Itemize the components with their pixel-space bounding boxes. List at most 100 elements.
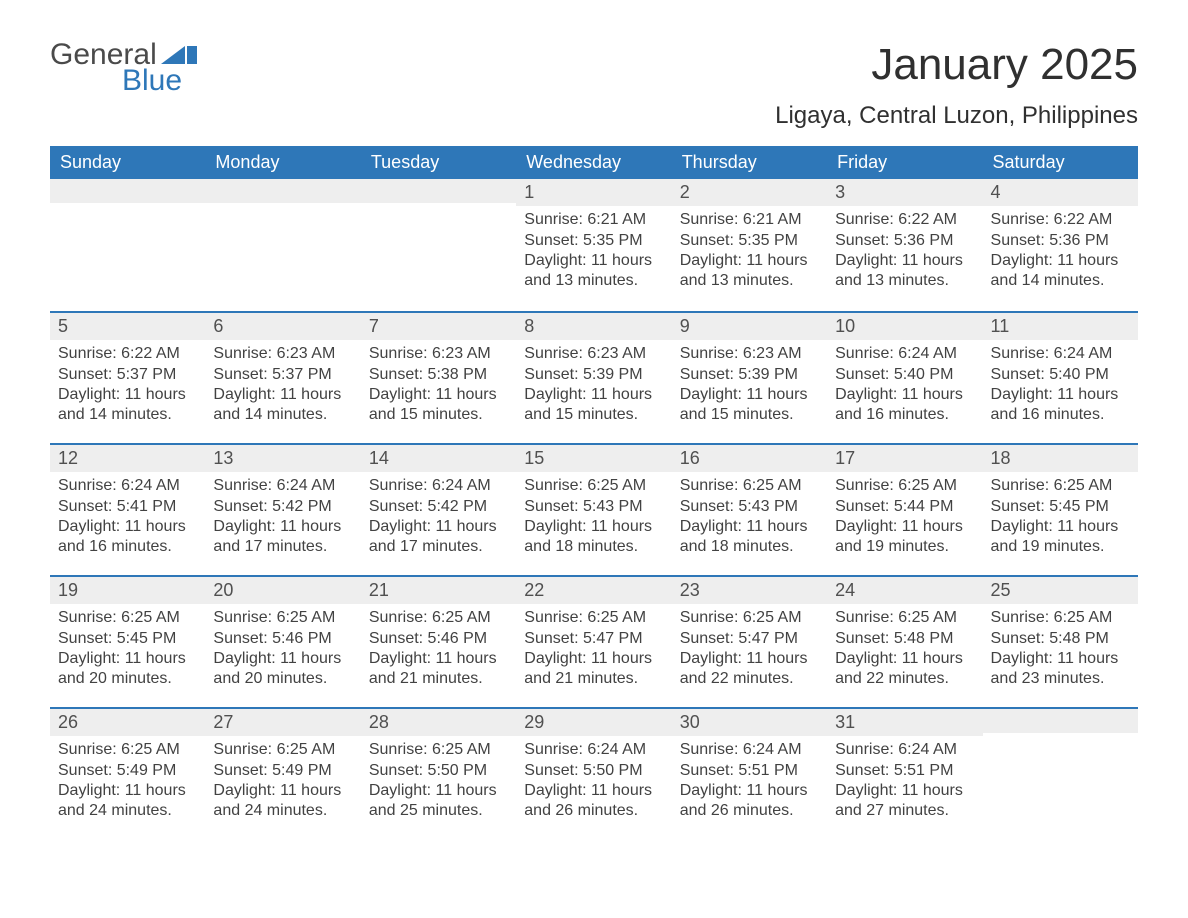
sunrise-line: Sunrise: 6:25 AM	[835, 608, 974, 628]
daylight-line: Daylight: 11 hours and 21 minutes.	[524, 649, 663, 690]
sunset-line: Sunset: 5:45 PM	[58, 629, 197, 649]
day-number	[983, 709, 1138, 733]
day-cell: 20Sunrise: 6:25 AMSunset: 5:46 PMDayligh…	[205, 577, 360, 707]
weekday-header-saturday: Saturday	[983, 146, 1138, 179]
sunset-line: Sunset: 5:48 PM	[835, 629, 974, 649]
day-details: Sunrise: 6:25 AMSunset: 5:43 PMDaylight:…	[520, 476, 667, 558]
day-details: Sunrise: 6:25 AMSunset: 5:48 PMDaylight:…	[987, 608, 1134, 690]
day-details: Sunrise: 6:25 AMSunset: 5:48 PMDaylight:…	[831, 608, 978, 690]
daylight-line: Daylight: 11 hours and 16 minutes.	[835, 385, 974, 426]
day-number: 17	[827, 445, 982, 472]
day-number: 25	[983, 577, 1138, 604]
day-number: 6	[205, 313, 360, 340]
daylight-line: Daylight: 11 hours and 17 minutes.	[213, 517, 352, 558]
day-details: Sunrise: 6:25 AMSunset: 5:46 PMDaylight:…	[365, 608, 512, 690]
daylight-line: Daylight: 11 hours and 15 minutes.	[680, 385, 819, 426]
weeks-container: 1Sunrise: 6:21 AMSunset: 5:35 PMDaylight…	[50, 179, 1138, 839]
day-details: Sunrise: 6:22 AMSunset: 5:37 PMDaylight:…	[54, 344, 201, 426]
sunset-line: Sunset: 5:37 PM	[213, 365, 352, 385]
sunrise-line: Sunrise: 6:23 AM	[680, 344, 819, 364]
sunrise-line: Sunrise: 6:21 AM	[680, 210, 819, 230]
sunset-line: Sunset: 5:49 PM	[213, 761, 352, 781]
day-cell: 5 Sunrise: 6:22 AMSunset: 5:37 PMDaylight…	[50, 313, 205, 443]
day-details: Sunrise: 6:24 AMSunset: 5:51 PMDaylight:…	[831, 740, 978, 822]
daylight-line: Daylight: 11 hours and 13 minutes.	[680, 251, 819, 292]
daylight-line: Daylight: 11 hours and 13 minutes.	[524, 251, 663, 292]
day-cell-empty	[50, 179, 205, 311]
day-cell: 11Sunrise: 6:24 AMSunset: 5:40 PMDayligh…	[983, 313, 1138, 443]
weekday-header-sunday: Sunday	[50, 146, 205, 179]
day-number: 22	[516, 577, 671, 604]
day-cell: 21Sunrise: 6:25 AMSunset: 5:46 PMDayligh…	[361, 577, 516, 707]
sunrise-line: Sunrise: 6:22 AM	[58, 344, 197, 364]
sunrise-line: Sunrise: 6:25 AM	[835, 476, 974, 496]
day-number: 11	[983, 313, 1138, 340]
day-cell: 1Sunrise: 6:21 AMSunset: 5:35 PMDaylight…	[516, 179, 671, 311]
daylight-line: Daylight: 11 hours and 24 minutes.	[213, 781, 352, 822]
day-cell: 2Sunrise: 6:21 AMSunset: 5:35 PMDaylight…	[672, 179, 827, 311]
day-cell: 14Sunrise: 6:24 AMSunset: 5:42 PMDayligh…	[361, 445, 516, 575]
day-details: Sunrise: 6:23 AMSunset: 5:39 PMDaylight:…	[676, 344, 823, 426]
day-details: Sunrise: 6:24 AMSunset: 5:42 PMDaylight:…	[365, 476, 512, 558]
sunrise-line: Sunrise: 6:22 AM	[835, 210, 974, 230]
calendar: SundayMondayTuesdayWednesdayThursdayFrid…	[50, 146, 1138, 839]
sunset-line: Sunset: 5:44 PM	[835, 497, 974, 517]
logo-text-bottom: Blue	[50, 66, 197, 96]
daylight-line: Daylight: 11 hours and 23 minutes.	[991, 649, 1130, 690]
sunset-line: Sunset: 5:41 PM	[58, 497, 197, 517]
sunrise-line: Sunrise: 6:23 AM	[213, 344, 352, 364]
sunset-line: Sunset: 5:42 PM	[213, 497, 352, 517]
day-cell: 15Sunrise: 6:25 AMSunset: 5:43 PMDayligh…	[516, 445, 671, 575]
daylight-line: Daylight: 11 hours and 26 minutes.	[680, 781, 819, 822]
day-details: Sunrise: 6:21 AMSunset: 5:35 PMDaylight:…	[676, 210, 823, 292]
day-number	[205, 179, 360, 203]
sunrise-line: Sunrise: 6:25 AM	[991, 476, 1130, 496]
sunset-line: Sunset: 5:47 PM	[680, 629, 819, 649]
sunset-line: Sunset: 5:48 PM	[991, 629, 1130, 649]
sunrise-line: Sunrise: 6:25 AM	[524, 476, 663, 496]
sunrise-line: Sunrise: 6:24 AM	[213, 476, 352, 496]
daylight-line: Daylight: 11 hours and 14 minutes.	[58, 385, 197, 426]
daylight-line: Daylight: 11 hours and 17 minutes.	[369, 517, 508, 558]
sunrise-line: Sunrise: 6:25 AM	[680, 476, 819, 496]
daylight-line: Daylight: 11 hours and 15 minutes.	[524, 385, 663, 426]
day-cell: 9 Sunrise: 6:23 AMSunset: 5:39 PMDaylight…	[672, 313, 827, 443]
daylight-line: Daylight: 11 hours and 20 minutes.	[213, 649, 352, 690]
day-number: 29	[516, 709, 671, 736]
day-cell: 19Sunrise: 6:25 AMSunset: 5:45 PMDayligh…	[50, 577, 205, 707]
daylight-line: Daylight: 11 hours and 13 minutes.	[835, 251, 974, 292]
sunset-line: Sunset: 5:46 PM	[213, 629, 352, 649]
day-details: Sunrise: 6:24 AMSunset: 5:51 PMDaylight:…	[676, 740, 823, 822]
day-cell: 7Sunrise: 6:23 AMSunset: 5:38 PMDaylight…	[361, 313, 516, 443]
day-details: Sunrise: 6:25 AMSunset: 5:49 PMDaylight:…	[209, 740, 356, 822]
sunset-line: Sunset: 5:35 PM	[524, 231, 663, 251]
day-number: 5	[50, 313, 205, 340]
day-cell: 31Sunrise: 6:24 AMSunset: 5:51 PMDayligh…	[827, 709, 982, 839]
day-cell: 17Sunrise: 6:25 AMSunset: 5:44 PMDayligh…	[827, 445, 982, 575]
day-number: 18	[983, 445, 1138, 472]
sunset-line: Sunset: 5:40 PM	[991, 365, 1130, 385]
week-row: 12Sunrise: 6:24 AMSunset: 5:41 PMDayligh…	[50, 443, 1138, 575]
day-number: 28	[361, 709, 516, 736]
header: General Blue January 2025 Ligaya, Centra…	[50, 40, 1138, 130]
sunrise-line: Sunrise: 6:24 AM	[369, 476, 508, 496]
daylight-line: Daylight: 11 hours and 25 minutes.	[369, 781, 508, 822]
sunrise-line: Sunrise: 6:25 AM	[58, 740, 197, 760]
day-details: Sunrise: 6:24 AMSunset: 5:40 PMDaylight:…	[831, 344, 978, 426]
daylight-line: Daylight: 11 hours and 14 minutes.	[991, 251, 1130, 292]
sunrise-line: Sunrise: 6:25 AM	[58, 608, 197, 628]
day-number: 9	[672, 313, 827, 340]
sunset-line: Sunset: 5:36 PM	[835, 231, 974, 251]
day-details: Sunrise: 6:24 AMSunset: 5:50 PMDaylight:…	[520, 740, 667, 822]
sunset-line: Sunset: 5:43 PM	[680, 497, 819, 517]
day-details: Sunrise: 6:25 AMSunset: 5:47 PMDaylight:…	[676, 608, 823, 690]
day-details: Sunrise: 6:22 AMSunset: 5:36 PMDaylight:…	[987, 210, 1134, 292]
daylight-line: Daylight: 11 hours and 22 minutes.	[835, 649, 974, 690]
day-details: Sunrise: 6:22 AMSunset: 5:36 PMDaylight:…	[831, 210, 978, 292]
day-details: Sunrise: 6:21 AMSunset: 5:35 PMDaylight:…	[520, 210, 667, 292]
sunset-line: Sunset: 5:51 PM	[835, 761, 974, 781]
daylight-line: Daylight: 11 hours and 21 minutes.	[369, 649, 508, 690]
day-details: Sunrise: 6:23 AMSunset: 5:38 PMDaylight:…	[365, 344, 512, 426]
day-number: 8	[516, 313, 671, 340]
sunset-line: Sunset: 5:40 PM	[835, 365, 974, 385]
